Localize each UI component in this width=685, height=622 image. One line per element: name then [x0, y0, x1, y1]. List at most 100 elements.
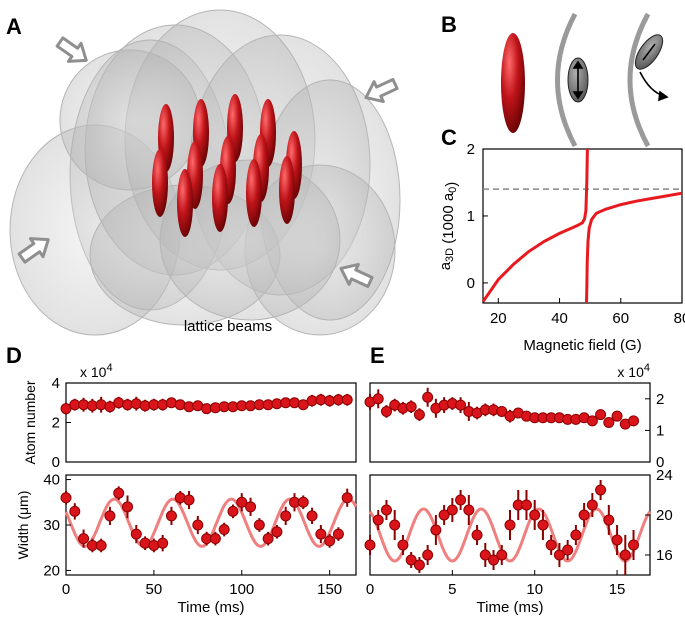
data-point	[488, 554, 500, 566]
arrow-icon	[17, 237, 50, 264]
data-point	[372, 393, 384, 405]
x-tick-label: 60	[612, 310, 629, 327]
x-tick-label: 80	[674, 310, 685, 327]
elongated-cloud	[501, 33, 525, 133]
data-point	[95, 399, 107, 411]
data-point	[586, 499, 598, 511]
data-point	[209, 533, 221, 545]
data-point	[562, 544, 574, 556]
y-axis-label: Atom number	[22, 380, 38, 464]
x-tick-label: 5	[448, 581, 456, 598]
y-axis-label: a3D (1000 a0)	[437, 182, 460, 271]
arrow-icon	[339, 262, 374, 289]
data-point	[611, 410, 623, 422]
data-point	[553, 549, 565, 561]
data-point	[380, 504, 392, 516]
data-point	[628, 415, 640, 427]
data-point	[422, 549, 434, 561]
x-tick-label: 100	[229, 581, 254, 598]
data-point	[455, 494, 467, 506]
data-point	[165, 397, 177, 409]
data-point	[628, 539, 640, 551]
x-axis-label: Time (ms)	[477, 599, 544, 616]
data-point	[405, 401, 417, 413]
data-point	[463, 504, 475, 516]
plot-frame	[369, 474, 651, 576]
data-point	[578, 509, 590, 521]
data-point	[95, 539, 107, 551]
data-point	[389, 519, 401, 531]
data-point	[280, 510, 292, 522]
panel-letter-b: B	[441, 12, 457, 37]
data-point	[157, 399, 169, 411]
data-point	[545, 539, 557, 551]
y-tick-label: 30	[43, 517, 60, 534]
y-tick-label: 0	[467, 275, 475, 292]
x-tick-label: 10	[526, 581, 543, 598]
data-point	[271, 526, 283, 538]
data-point	[413, 559, 425, 571]
x-axis-label: Time (ms)	[178, 599, 245, 616]
y-axis-label: Width (μm)	[15, 491, 31, 560]
data-point	[413, 409, 425, 421]
lattice-illustration: lattice beams	[9, 9, 401, 336]
data-point	[297, 496, 309, 508]
data-point	[471, 529, 483, 541]
data-point	[430, 524, 442, 536]
data-point	[372, 514, 384, 526]
lattice-cloud	[246, 159, 262, 227]
data-point	[520, 499, 532, 511]
y-tick-label: 0	[656, 454, 664, 471]
fit-line	[368, 507, 652, 563]
data-point	[104, 510, 116, 522]
trap-curve-icon-2	[627, 12, 651, 148]
data-point	[537, 519, 549, 531]
arrow-icon	[55, 36, 88, 63]
y-tick-label: 2	[467, 141, 475, 158]
data-point	[586, 415, 598, 427]
data-point	[364, 539, 376, 551]
data-point	[595, 484, 607, 496]
data-point	[422, 391, 434, 403]
beam-disc	[59, 49, 201, 191]
y-tick-label: 2	[52, 415, 60, 432]
panel-letter-a: A	[6, 14, 22, 39]
data-point	[306, 510, 318, 522]
data-point	[157, 537, 169, 549]
lattice-caption: lattice beams	[184, 318, 272, 335]
x-axis-label: Magnetic field (G)	[523, 337, 641, 354]
data-point	[496, 405, 508, 417]
y-tick-label: 20	[656, 507, 673, 524]
data-point	[192, 519, 204, 531]
panel-letter-c: C	[441, 125, 457, 150]
y-tick-label: 4	[52, 375, 60, 392]
data-point	[113, 487, 125, 499]
chart-scattering-length: 20 40 60 80 0 1 2 Magnetic field (G) a3D (1000 a…	[437, 141, 685, 354]
data-point	[122, 501, 134, 513]
data-point	[253, 519, 265, 531]
data-point	[446, 504, 458, 516]
plot-frame	[482, 148, 683, 304]
data-point	[611, 534, 623, 546]
panel-letter-d: D	[6, 343, 22, 368]
data-point	[479, 549, 491, 561]
x-tick-label: 20	[490, 310, 507, 327]
x-tick-label: 0	[62, 581, 70, 598]
y-tick-label: 1	[467, 208, 475, 225]
data-point	[332, 528, 344, 540]
axis-scale-label: x 104	[617, 362, 650, 380]
data-point	[603, 514, 615, 526]
lattice-cloud	[212, 164, 228, 232]
y-tick-label: 2	[656, 391, 664, 408]
lattice-cloud	[152, 149, 168, 217]
arrow-icon	[364, 77, 399, 104]
data-point	[603, 417, 615, 428]
data-point	[504, 519, 516, 531]
data-point	[183, 494, 195, 506]
data-point	[174, 399, 186, 411]
data-point	[438, 509, 450, 521]
data-point	[130, 528, 142, 540]
